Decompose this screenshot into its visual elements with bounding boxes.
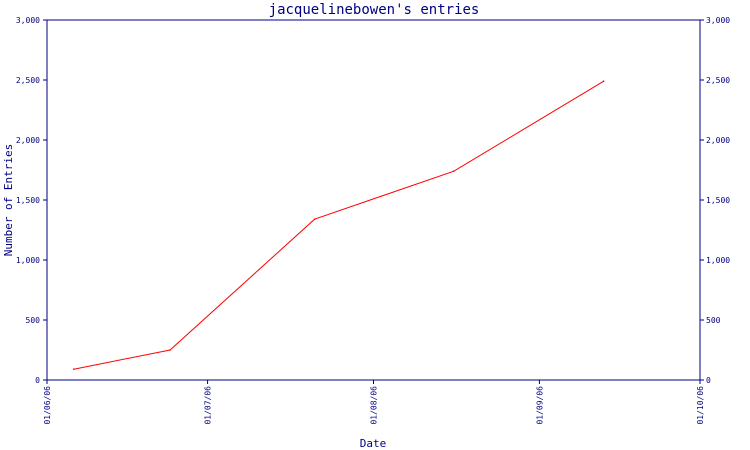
y-tick-label-right: 1,500 <box>706 196 730 205</box>
x-axis: 01/06/06 01/07/06 01/08/06 01/09/06 01/10/06 <box>43 380 705 425</box>
y-axis-title: Number of Entries <box>2 144 15 257</box>
y-tick-label-right: 1,000 <box>706 256 730 265</box>
data-point <box>169 349 171 351</box>
x-tick-label: 01/07/06 <box>204 386 213 425</box>
y-tick-label-left: 0 <box>35 376 40 385</box>
y-tick-label-left: 2,500 <box>16 76 40 85</box>
series-line <box>73 80 604 370</box>
x-tick-label: 01/08/06 <box>370 386 379 425</box>
y-axis: 0 0 500 500 1,000 1,000 1,500 1,500 2,000 2,000 2,… <box>16 16 730 385</box>
data-point <box>313 218 316 220</box>
y-tick-label-right: 500 <box>706 316 721 325</box>
y-tick-label-left: 1,000 <box>16 256 40 265</box>
x-tick-label: 01/06/06 <box>43 386 52 425</box>
y-tick-label-left: 3,000 <box>16 16 40 25</box>
y-tick-label-right: 2,500 <box>706 76 730 85</box>
data-point <box>602 80 605 82</box>
x-tick-label: 01/10/06 <box>696 386 705 425</box>
y-tick-label-left: 500 <box>26 316 41 325</box>
plot-frame <box>46 19 701 381</box>
y-tick-label-left: 2,000 <box>16 136 40 145</box>
x-axis-title: Date <box>360 437 387 450</box>
y-tick-label-right: 3,000 <box>706 16 730 25</box>
data-point <box>72 368 75 371</box>
data-point <box>452 170 455 172</box>
chart-title: jacquelinebowen's entries <box>269 2 480 18</box>
y-tick-label-right: 2,000 <box>706 136 730 145</box>
x-tick-label: 01/09/06 <box>535 386 544 425</box>
y-tick-label-left: 1,500 <box>16 196 40 205</box>
series-group <box>72 80 605 371</box>
y-tick-label-right: 0 <box>706 376 711 385</box>
